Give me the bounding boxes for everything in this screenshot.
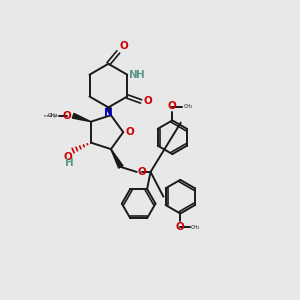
Text: CH₃: CH₃ [183,104,192,109]
Text: N: N [129,70,138,80]
Text: CH₃: CH₃ [48,113,58,118]
Text: O: O [119,41,128,51]
Text: H: H [65,158,74,167]
Text: O: O [143,97,152,106]
Text: CH₃: CH₃ [191,225,200,230]
Text: O: O [138,167,146,177]
Polygon shape [72,113,91,122]
Text: O: O [62,111,71,121]
Text: O: O [125,127,134,137]
Text: O: O [176,222,185,233]
Polygon shape [111,149,123,168]
Text: N: N [104,108,113,118]
Text: O: O [168,101,177,112]
Text: methyl: methyl [44,114,58,118]
Polygon shape [106,106,111,115]
Text: H: H [136,70,145,80]
Text: O: O [63,152,72,162]
